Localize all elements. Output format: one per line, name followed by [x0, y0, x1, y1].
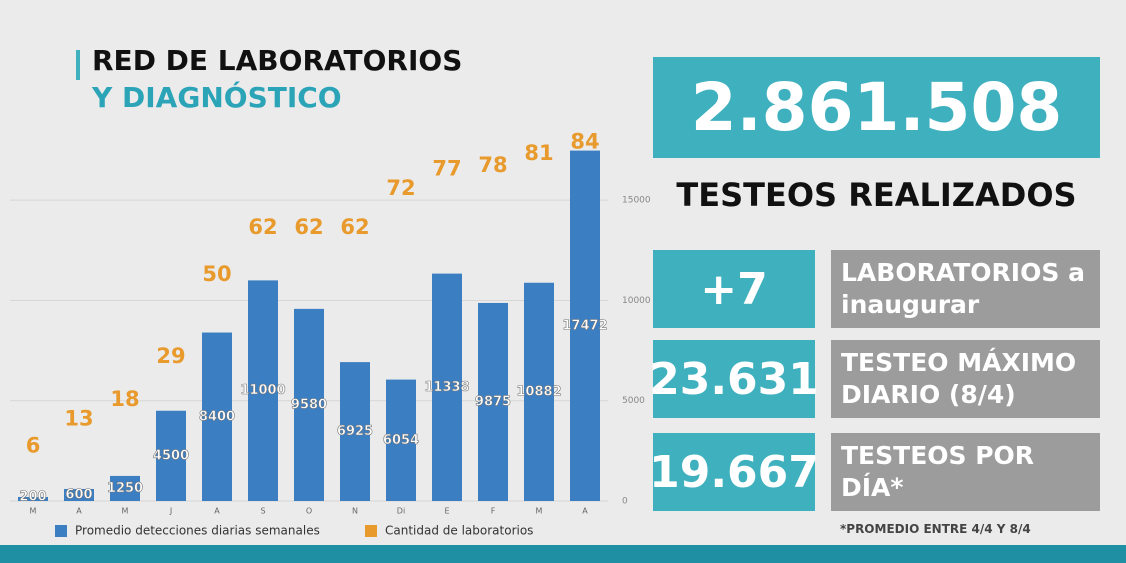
- stat-label: LABORATORIOS a inaugurar: [831, 250, 1100, 328]
- x-tick-label: M: [30, 507, 37, 516]
- x-tick-label: A: [214, 507, 220, 516]
- x-tick-label: E: [444, 507, 449, 516]
- chart-subtitle: Y DIAGNÓSTICO: [91, 80, 342, 114]
- total-box: 2.861.508: [653, 57, 1100, 158]
- bar: [156, 410, 186, 501]
- bar-value-label: 9580: [291, 397, 327, 412]
- bar-value-label: 17472: [562, 318, 607, 333]
- footnote: *PROMEDIO ENTRE 4/4 Y 8/4: [840, 522, 1031, 536]
- bar: [432, 273, 462, 501]
- bar-value-label: 11338: [424, 380, 469, 395]
- x-tick-label: M: [122, 507, 129, 516]
- bar-value-label: 600: [65, 487, 92, 502]
- legend-label: Promedio detecciones diarias semanales: [75, 524, 320, 538]
- stat-value: 23.631: [649, 340, 819, 418]
- x-tick-label: A: [582, 507, 588, 516]
- y-tick-label: 0: [622, 497, 628, 507]
- x-tick-label: J: [169, 507, 172, 516]
- lab-count-label: 50: [202, 262, 231, 286]
- x-tick-label: N: [352, 507, 358, 516]
- x-tick-label: M: [536, 507, 543, 516]
- lab-count-label: 62: [248, 215, 277, 239]
- y-tick-label: 10000: [622, 296, 651, 306]
- bar: [294, 308, 324, 501]
- stat-label: TESTEO MÁXIMO DIARIO (8/4): [831, 340, 1100, 418]
- legend-label: Cantidad de laboratorios: [385, 524, 533, 538]
- bar: [18, 496, 48, 501]
- x-tick-label: A: [76, 507, 82, 516]
- bar: [524, 282, 554, 501]
- bar-value-label: 4500: [153, 448, 189, 463]
- lab-count-label: 78: [478, 153, 507, 177]
- lab-count-label: 72: [386, 176, 415, 200]
- bar: [386, 379, 416, 501]
- bar: [110, 475, 140, 501]
- lab-count-label: 84: [570, 129, 599, 153]
- bar-value-label: 8400: [199, 409, 235, 424]
- chart-title: RED DE LABORATORIOS: [92, 44, 462, 77]
- bar: [248, 280, 278, 501]
- x-tick-label: Di: [397, 507, 405, 516]
- y-tick-label: 15000: [622, 196, 651, 206]
- lab-count-label: 77: [432, 157, 461, 181]
- legend-swatch: [55, 525, 67, 537]
- bar: [570, 150, 600, 501]
- bar-value-label: 11000: [240, 383, 285, 398]
- lab-count-label: 6: [26, 434, 41, 458]
- legend-swatch: [365, 525, 377, 537]
- lab-count-label: 62: [294, 215, 323, 239]
- bar: [340, 362, 370, 501]
- lab-count-label: 13: [64, 406, 93, 430]
- bar-value-label: 1250: [107, 481, 143, 496]
- bar-value-label: 10882: [516, 384, 561, 399]
- x-tick-label: S: [260, 507, 265, 516]
- bar-value-label: 200: [19, 490, 46, 505]
- lab-count-label: 62: [340, 215, 369, 239]
- bar-value-label: 9875: [475, 394, 511, 409]
- bottom-stripe: [0, 545, 1126, 563]
- x-tick-label: O: [306, 507, 312, 516]
- lab-count-label: 18: [110, 387, 139, 411]
- bar: [64, 488, 94, 501]
- lab-count-label: 81: [524, 141, 553, 165]
- bar: [202, 332, 232, 501]
- stat-value: +7: [653, 250, 815, 328]
- bar-value-label: 6925: [337, 424, 373, 439]
- stat-value: 19.667: [649, 433, 819, 511]
- bar-value-label: 6054: [383, 433, 419, 448]
- lab-count-label: 29: [156, 344, 185, 368]
- x-tick-label: F: [491, 507, 496, 516]
- total-label: TESTEOS REALIZADOS: [676, 176, 1077, 214]
- y-tick-label: 5000: [622, 396, 645, 406]
- bar: [478, 302, 508, 501]
- stat-label: TESTEOS POR DÍA*: [831, 433, 1100, 511]
- title-accent: [76, 50, 80, 80]
